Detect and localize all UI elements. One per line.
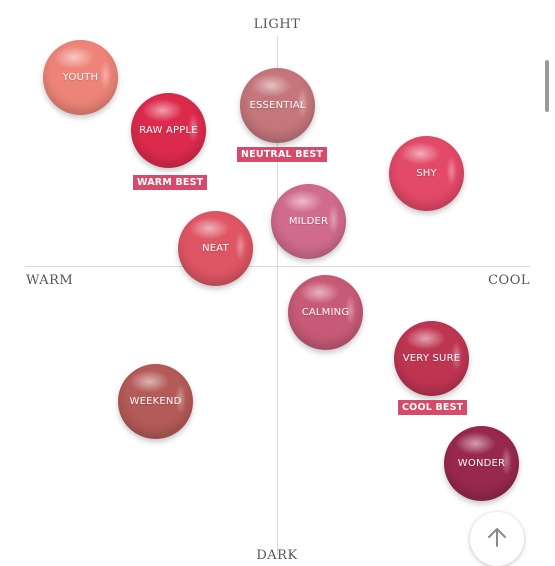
badge-cool-best: COOL BEST bbox=[398, 400, 468, 415]
swatch-calming[interactable]: CALMING bbox=[288, 275, 363, 350]
swatch-label: NEAT bbox=[202, 243, 229, 254]
axis-label-warm: WARM bbox=[26, 273, 74, 288]
swatch-label: SHY bbox=[416, 168, 437, 179]
arrow-up-icon bbox=[486, 512, 508, 553]
swatch-label: WEEKEND bbox=[129, 396, 182, 407]
swatch-youth[interactable]: YOUTH bbox=[43, 40, 118, 115]
horizontal-axis-line bbox=[25, 266, 530, 267]
swatch-label: RAW APPLE bbox=[139, 125, 198, 136]
swatch-neat[interactable]: NEAT bbox=[178, 211, 253, 286]
swatch-milder[interactable]: MILDER bbox=[271, 184, 346, 259]
swatch-weekend[interactable]: WEEKEND bbox=[118, 364, 193, 439]
swatch-label: CALMING bbox=[301, 307, 350, 318]
swatch-essential[interactable]: ESSENTIAL bbox=[240, 68, 315, 143]
axis-label-dark: DARK bbox=[256, 548, 298, 563]
vertical-axis-line bbox=[277, 36, 278, 555]
scrollbar-thumb[interactable] bbox=[545, 60, 549, 112]
swatch-shy[interactable]: SHY bbox=[389, 136, 464, 211]
scroll-to-top-button[interactable] bbox=[470, 512, 524, 566]
axis-label-cool: COOL bbox=[488, 273, 530, 288]
swatch-label: MILDER bbox=[288, 216, 329, 227]
axis-label-light: LIGHT bbox=[253, 17, 301, 32]
swatch-wonder[interactable]: WONDER bbox=[444, 426, 519, 501]
swatch-label: ESSENTIAL bbox=[249, 100, 306, 111]
badge-warm-best: WARM BEST bbox=[133, 175, 208, 190]
badge-neutral-best: NEUTRAL BEST bbox=[237, 147, 328, 162]
swatch-raw-apple[interactable]: RAW APPLE bbox=[131, 93, 206, 168]
swatch-label: YOUTH bbox=[62, 72, 99, 83]
swatch-label: WONDER bbox=[457, 458, 506, 469]
swatch-very-sure[interactable]: VERY SURE bbox=[394, 321, 469, 396]
swatch-label: VERY SURE bbox=[402, 353, 461, 364]
